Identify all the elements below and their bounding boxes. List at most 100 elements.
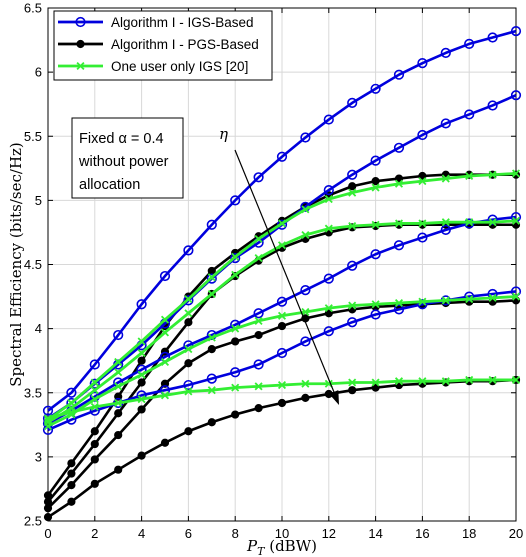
- x-axis-label-sub: T: [257, 545, 266, 557]
- igs-series-point: [206, 373, 217, 384]
- pgs-series-point: [137, 378, 146, 387]
- one-user-series-point: [511, 216, 521, 225]
- pgs-series-point: [394, 174, 404, 183]
- igs-series-point: [66, 387, 77, 398]
- pgs-series-point: [371, 383, 380, 392]
- igs-series-point: [136, 299, 147, 310]
- igs-series-point: [347, 97, 358, 109]
- x-tick-label: 8: [232, 526, 239, 541]
- pgs-series-point: [231, 337, 240, 346]
- pgs-series-point: [301, 393, 310, 402]
- igs-series-point: [487, 100, 498, 111]
- one-user-series-point: [441, 377, 450, 386]
- one-user-series-point: [418, 219, 427, 228]
- pgs-series-point: [184, 318, 193, 327]
- x-tick-label: 10: [275, 526, 289, 541]
- one-user-series-point: [394, 219, 404, 228]
- one-user-series-point: [348, 301, 357, 310]
- one-user-series-point: [137, 337, 146, 346]
- igs-series-point: [89, 359, 100, 370]
- eta-arrow-head: [329, 390, 339, 405]
- igs-series-point: [300, 336, 311, 347]
- igs-series-point: [370, 309, 381, 320]
- one-user-series-point: [348, 221, 357, 231]
- one-user-series-point: [371, 220, 380, 229]
- y-tick-label: 6.5: [24, 1, 42, 16]
- one-user-series-point: [231, 270, 240, 279]
- igs-series-point: [323, 185, 334, 196]
- legend-swatch-marker: [76, 61, 85, 71]
- one-user-series-point: [137, 348, 146, 358]
- igs-series-point: [417, 232, 428, 243]
- one-user-series-point: [114, 398, 123, 408]
- igs-series-line: [47, 215, 517, 425]
- pgs-series-point: [114, 409, 123, 418]
- legend-label-one-user: One user only IGS [20]: [111, 59, 248, 74]
- igs-series-point: [276, 151, 288, 162]
- igs-series-point: [323, 326, 334, 337]
- pgs-series-point: [137, 356, 146, 365]
- legend-swatch-3: [58, 61, 103, 71]
- igs-series-point: [440, 118, 451, 129]
- igs-series-point: [276, 296, 288, 307]
- one-user-series-point: [441, 296, 450, 305]
- y-tick-label: 6: [35, 65, 42, 80]
- eta-label: η: [219, 125, 228, 143]
- one-user-series-1: [43, 169, 521, 424]
- igs-series-point: [347, 169, 358, 180]
- eta-arrow: η: [219, 125, 339, 405]
- one-user-series-point: [488, 293, 497, 302]
- one-user-series-point: [441, 218, 450, 227]
- one-user-series-point: [207, 333, 216, 342]
- pgs-series-point: [67, 469, 76, 478]
- one-user-series-point: [277, 311, 287, 320]
- x-tick-label: 18: [462, 526, 476, 541]
- annotation-line-2: without power: [78, 154, 169, 170]
- one-user-series-point: [394, 179, 404, 188]
- pgs-series-point: [90, 439, 99, 449]
- one-user-series-point: [137, 395, 146, 404]
- one-user-series-point: [418, 297, 427, 306]
- one-user-series-point: [231, 383, 240, 392]
- x-tick-label: 6: [185, 526, 192, 541]
- one-user-series-point: [231, 252, 240, 261]
- x-tick-label: 20: [509, 526, 523, 541]
- one-user-series-point: [254, 382, 263, 391]
- one-user-series-point: [511, 375, 521, 384]
- one-user-series-point: [114, 368, 123, 377]
- igs-series-point: [487, 214, 498, 225]
- x-axis-label-unit: (dBW): [264, 537, 317, 555]
- one-user-series-point: [114, 357, 123, 367]
- igs-series-point: [417, 58, 428, 69]
- one-user-series-point: [324, 195, 333, 204]
- x-tick-label: 4: [138, 526, 145, 541]
- x-tick-label: 12: [322, 526, 336, 541]
- igs-series-point: [276, 347, 288, 359]
- y-axis-label: Spectral Efficiency (bits/sec/Hz): [7, 142, 25, 387]
- igs-series-point: [89, 378, 100, 389]
- one-user-series-point: [371, 378, 380, 387]
- y-tick-label: 4.5: [24, 257, 42, 272]
- one-user-series-point: [301, 307, 310, 316]
- igs-series-point: [417, 129, 428, 141]
- igs-series-point: [183, 295, 194, 306]
- one-user-series-point: [465, 171, 474, 181]
- x-tick-label: 14: [368, 526, 382, 541]
- igs-series-point: [393, 240, 405, 251]
- pgs-series-point: [114, 430, 123, 440]
- pgs-series-point: [114, 465, 123, 474]
- one-user-series-point: [90, 386, 99, 395]
- one-user-series-point: [418, 377, 427, 386]
- one-user-series-point: [301, 205, 310, 214]
- igs-series-point: [183, 379, 194, 391]
- one-user-series-point: [488, 375, 497, 384]
- pgs-series-point: [371, 177, 380, 186]
- one-user-series-point: [488, 218, 497, 227]
- one-user-series-point: [371, 300, 380, 309]
- one-user-series-point: [301, 379, 310, 388]
- one-user-series-point: [43, 414, 53, 423]
- pgs-series-point: [137, 451, 146, 460]
- one-user-series-point: [465, 218, 474, 227]
- igs-series-point: [230, 367, 241, 378]
- legend-swatch-1: [58, 16, 103, 28]
